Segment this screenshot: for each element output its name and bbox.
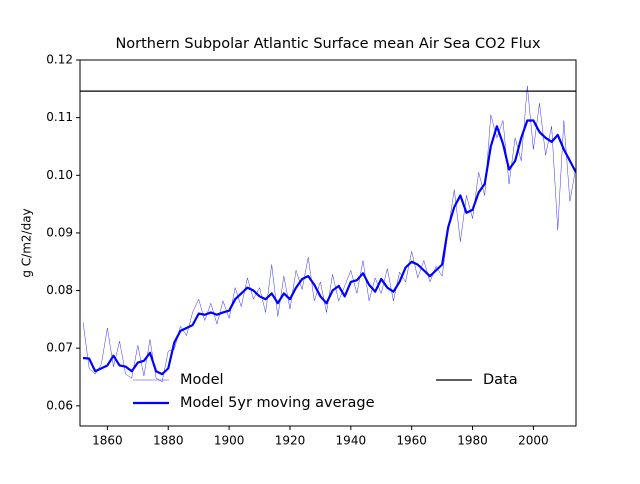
x-tick-label: 2000 bbox=[518, 434, 549, 448]
x-tick-label: 1860 bbox=[92, 434, 123, 448]
y-tick-label: 0.10 bbox=[46, 168, 73, 182]
legend-label: Model 5yr moving average bbox=[180, 395, 375, 411]
legend-label: Data bbox=[483, 372, 518, 388]
x-tick-label: 1900 bbox=[214, 434, 245, 448]
chart-title: Northern Subpolar Atlantic Surface mean … bbox=[115, 36, 541, 52]
x-tick-label: 1980 bbox=[457, 434, 488, 448]
plot-area bbox=[80, 85, 576, 382]
x-tick-label: 1920 bbox=[275, 434, 306, 448]
y-tick-label: 0.09 bbox=[46, 225, 73, 239]
y-tick-label: 0.08 bbox=[46, 283, 73, 297]
x-tick-label: 1880 bbox=[153, 434, 184, 448]
legend-label: Model bbox=[180, 372, 224, 388]
axes-frame bbox=[79, 59, 577, 427]
y-tick-label: 0.06 bbox=[46, 398, 73, 412]
y-axis-label: g C/m2/day bbox=[20, 208, 34, 277]
x-tick-label: 1940 bbox=[336, 434, 367, 448]
series-line bbox=[82, 119, 576, 376]
y-tick-label: 0.07 bbox=[46, 341, 73, 355]
y-tick-label: 0.11 bbox=[46, 110, 73, 124]
series-line bbox=[82, 85, 576, 382]
x-tick-label: 1960 bbox=[396, 434, 427, 448]
y-tick-label: 0.12 bbox=[46, 53, 73, 67]
